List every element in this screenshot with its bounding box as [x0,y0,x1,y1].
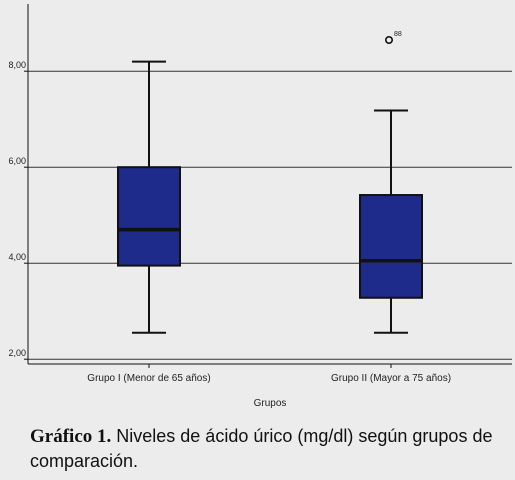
boxes: 88 [117,31,423,334]
outlier-point [384,35,393,44]
y-tick-label: 4,00 [8,252,26,262]
box-group-1 [117,60,181,334]
y-tick-label: 8,00 [8,60,26,70]
y-tick-label: 6,00 [8,156,26,166]
caption-text: Niveles de ácido úrico (mg/dl) según gru… [30,426,493,471]
category-label: Grupo I (Menor de 65 años) [87,373,210,384]
box-group-2: 88 [359,31,423,334]
figure-caption: Gráfico 1. Niveles de ácido úrico (mg/dl… [30,424,510,473]
grid-lines [28,70,512,360]
iqr-box [117,166,181,267]
x-axis-title: Grupos [254,398,287,409]
category-labels: Grupo I (Menor de 65 años) Grupo II (Mayo… [87,364,451,384]
y-tick-labels: 2,00 4,00 6,00 8,00 [8,60,28,360]
category-label: Grupo II (Mayor a 75 años) [331,373,451,384]
boxplot-chart: 2,00 4,00 6,00 8,00 88 Grupo I (Menor de 65… [8,4,512,409]
y-tick-label: 2,00 [8,348,26,358]
iqr-box [359,194,423,299]
caption-label: Gráfico 1. [30,426,112,447]
outlier-label: 88 [394,31,402,38]
